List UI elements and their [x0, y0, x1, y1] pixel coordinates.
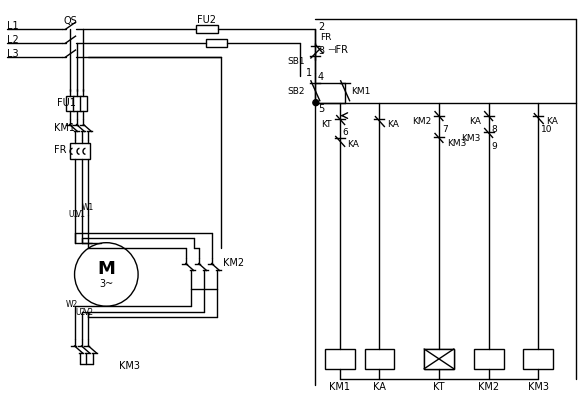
Text: KM2: KM2: [222, 257, 243, 268]
Text: KA: KA: [387, 120, 399, 129]
Text: KA: KA: [546, 117, 558, 126]
Text: FR: FR: [54, 145, 66, 155]
Bar: [206, 39, 228, 47]
Text: 10: 10: [541, 125, 553, 134]
Text: U2: U2: [75, 308, 86, 317]
Text: 1: 1: [306, 68, 312, 78]
Text: KM3: KM3: [528, 382, 549, 392]
Text: M: M: [98, 261, 115, 278]
Text: 3~: 3~: [99, 280, 113, 289]
Text: FU1: FU1: [56, 98, 75, 108]
Text: KM1: KM1: [54, 124, 75, 133]
Text: KM2: KM2: [412, 117, 431, 126]
Bar: [325, 349, 355, 369]
Text: 8: 8: [492, 125, 497, 134]
Text: U1: U1: [68, 210, 79, 219]
Text: KT: KT: [321, 120, 332, 129]
Text: KM2: KM2: [478, 382, 499, 392]
Text: FU2: FU2: [197, 15, 216, 25]
Text: L1: L1: [7, 21, 19, 31]
Bar: [474, 349, 503, 369]
Bar: [79, 96, 88, 110]
Text: W1: W1: [81, 204, 93, 212]
Bar: [69, 143, 91, 159]
Text: SB2: SB2: [288, 87, 305, 96]
Text: KT: KT: [433, 382, 445, 392]
Circle shape: [313, 100, 319, 106]
Text: V1: V1: [75, 210, 85, 219]
Circle shape: [75, 243, 138, 306]
Text: L2: L2: [7, 35, 19, 45]
Bar: [424, 349, 454, 369]
Text: FR: FR: [320, 32, 331, 42]
Bar: [424, 349, 454, 369]
Bar: [523, 349, 553, 369]
Bar: [196, 25, 218, 33]
Text: V2: V2: [83, 308, 93, 317]
Bar: [66, 96, 74, 110]
Text: SB1: SB1: [288, 57, 305, 67]
Bar: [365, 349, 395, 369]
Text: 9: 9: [492, 142, 497, 151]
Text: W2: W2: [65, 300, 78, 309]
Text: 2: 2: [318, 22, 324, 32]
Text: QS: QS: [64, 16, 78, 26]
Text: 4: 4: [318, 72, 324, 82]
Text: KM3: KM3: [119, 361, 140, 371]
Text: KM3: KM3: [462, 134, 480, 143]
Text: L3: L3: [7, 49, 19, 59]
Text: KM1: KM1: [329, 382, 350, 392]
Text: KM1: KM1: [352, 87, 371, 96]
Text: KA: KA: [348, 140, 359, 149]
Text: KA: KA: [373, 382, 386, 392]
Text: KA: KA: [469, 117, 480, 126]
Text: 5: 5: [318, 104, 324, 114]
Bar: [72, 96, 81, 110]
Text: ⊣FR: ⊣FR: [327, 45, 348, 55]
Text: 7: 7: [442, 125, 447, 134]
Text: 6: 6: [343, 128, 349, 137]
Text: KM3: KM3: [447, 139, 466, 148]
Text: 3: 3: [318, 46, 324, 56]
